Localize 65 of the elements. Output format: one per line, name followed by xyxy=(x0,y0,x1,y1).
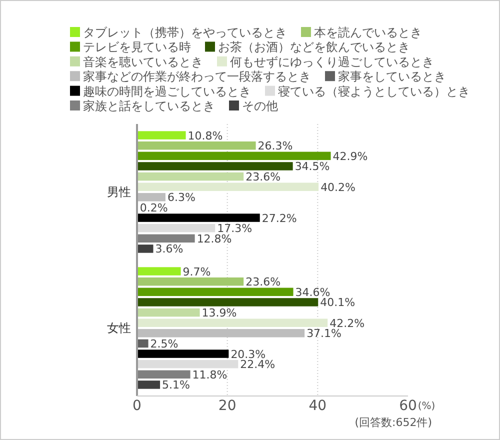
bar xyxy=(137,244,154,253)
data-label: 26.3% xyxy=(258,140,293,153)
legend-label: その他 xyxy=(242,99,278,113)
data-label: 42.9% xyxy=(332,150,368,163)
bar xyxy=(137,193,166,202)
data-label: 13.9% xyxy=(202,306,237,320)
data-label: 23.6% xyxy=(246,276,281,289)
x-tick-label: 40 xyxy=(308,398,327,414)
bar xyxy=(137,162,293,170)
legend-label: テレビを見ている時 xyxy=(83,40,191,54)
y-tick-label: 女性 xyxy=(107,321,131,335)
data-label: 34.6% xyxy=(295,286,330,299)
legend-label: 家事をしているとき xyxy=(338,70,446,84)
bar xyxy=(137,329,305,338)
x-tick-label: 60 xyxy=(399,398,417,414)
data-label: 22.4% xyxy=(240,358,276,372)
legend-label: 寝ている（寝ようとしている）とき xyxy=(278,84,470,98)
legend-label: 本を読んでいるとき xyxy=(314,26,422,40)
data-label: 5.1% xyxy=(162,378,190,392)
data-label: 40.2% xyxy=(320,180,356,194)
bar xyxy=(137,288,294,296)
bar xyxy=(137,267,181,276)
legend-label: タブレット（携帯）をやっているとき xyxy=(83,26,287,40)
bar xyxy=(137,152,331,160)
bar xyxy=(137,360,238,368)
y-tick-label: 男性 xyxy=(107,185,131,199)
legend-label: 家事などの作業が終わって一段落するとき xyxy=(83,70,311,84)
bar xyxy=(137,350,229,358)
data-label: 34.5% xyxy=(294,160,330,174)
bar xyxy=(137,318,328,327)
data-label: 0.2% xyxy=(140,201,168,214)
bar xyxy=(137,214,260,222)
data-label: 37.1% xyxy=(306,327,342,340)
data-label: 20.3% xyxy=(230,348,266,361)
data-label: 23.6% xyxy=(246,170,281,184)
legend-label: 趣味の時間を過ごしているとき xyxy=(83,84,251,98)
x-axis-title: (%) xyxy=(418,401,436,412)
bar xyxy=(137,172,244,181)
bar xyxy=(137,380,160,389)
data-label: 40.1% xyxy=(320,296,356,310)
bar xyxy=(137,224,216,232)
x-tick-label: 0 xyxy=(132,398,142,414)
data-label: 42.2% xyxy=(330,316,365,330)
data-label: 2.5% xyxy=(150,337,178,350)
bar xyxy=(137,339,148,348)
data-label: 10.8% xyxy=(188,129,223,142)
data-label: 6.3% xyxy=(167,191,196,204)
text: (回答数:652件) xyxy=(354,416,432,429)
bar xyxy=(137,234,195,243)
data-label: 27.2% xyxy=(262,212,297,225)
legend-label: お茶（お酒）などを飲んでいるとき xyxy=(218,40,410,54)
bar xyxy=(137,131,186,140)
bar xyxy=(137,370,190,379)
data-label: 11.8% xyxy=(192,368,228,382)
legend-label: 何もせずにゆっくり過ごしているとき xyxy=(230,54,434,69)
bar xyxy=(137,298,318,306)
bar xyxy=(137,141,256,150)
legend-label: 家族と話をしているとき xyxy=(83,99,215,113)
bar xyxy=(137,277,244,286)
data-label: 9.7% xyxy=(182,265,211,278)
bar xyxy=(137,308,200,317)
data-label: 3.6% xyxy=(155,242,184,256)
x-tick-label: 20 xyxy=(218,398,236,414)
bar xyxy=(137,182,319,191)
legend-label: 音楽を聴いているとき xyxy=(83,54,203,69)
